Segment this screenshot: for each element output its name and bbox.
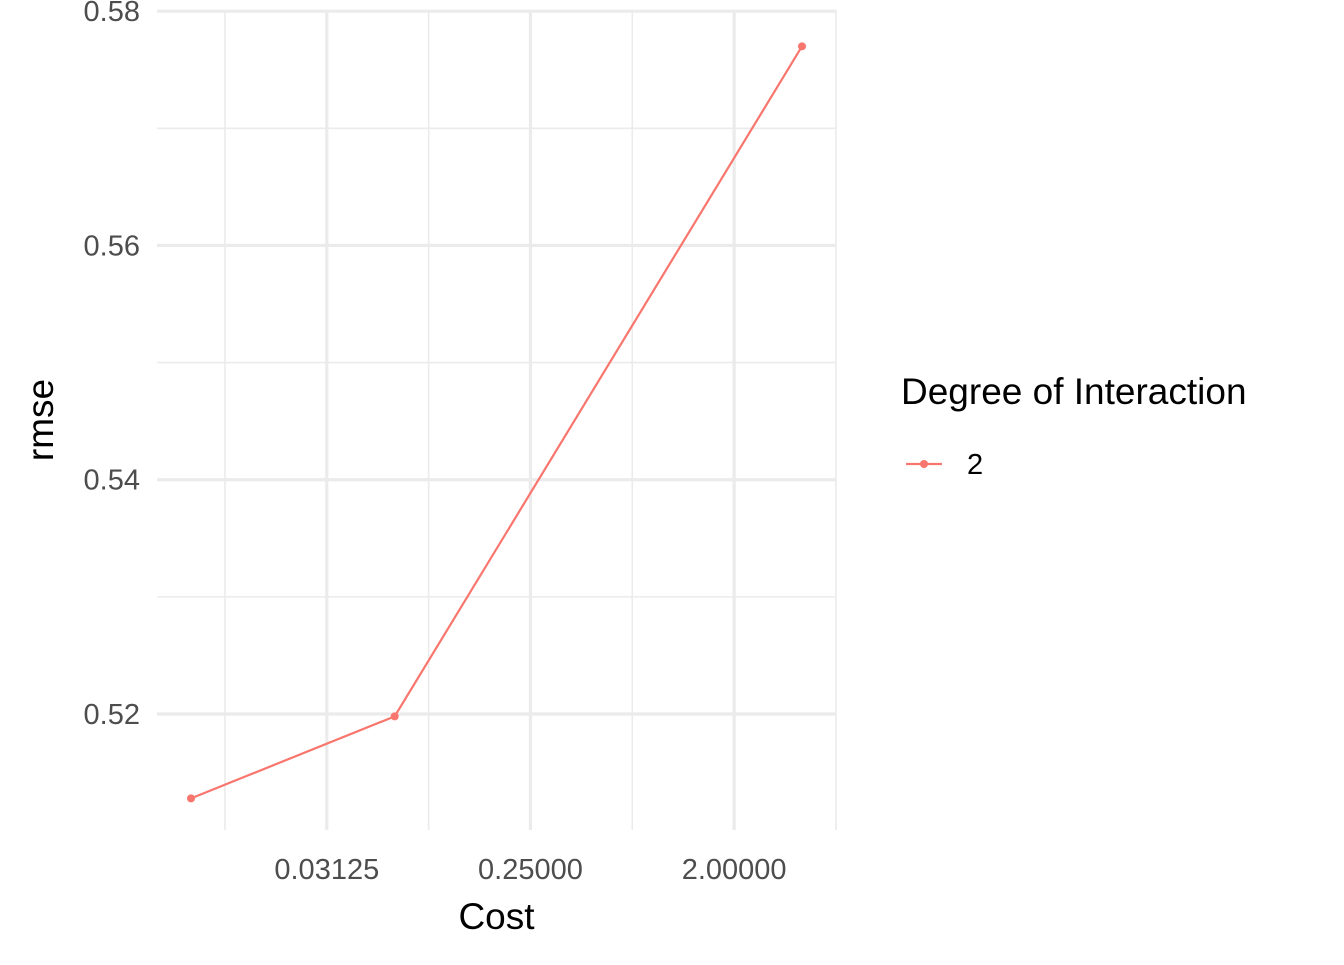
x-tick-label: 2.00000 [682,854,787,886]
y-axis-ticks: 0.52 0.54 0.56 0.58 [84,0,140,731]
data-point [187,794,196,803]
x-tick-label: 0.03125 [274,854,379,886]
legend-items: 2 [906,449,983,481]
legend-title: Degree of Interaction [901,371,1247,412]
data-point [390,712,399,721]
y-tick-label: 0.52 [84,699,140,731]
series-layer [187,42,807,803]
y-tick-label: 0.58 [84,0,140,28]
y-axis-title: rmse [20,379,61,461]
legend-label: 2 [967,449,983,481]
legend: Degree of Interaction 2 [901,371,1247,481]
major-gridlines [157,9,836,830]
x-tick-label: 0.25000 [478,854,583,886]
series-line [190,45,803,800]
data-point [798,42,807,51]
x-axis-title: Cost [458,896,535,937]
y-tick-label: 0.56 [84,230,140,262]
x-axis-ticks: 0.03125 0.25000 2.00000 [274,854,786,886]
legend-key-point [920,460,928,468]
minor-gridlines [157,10,837,830]
y-tick-label: 0.54 [84,465,140,497]
